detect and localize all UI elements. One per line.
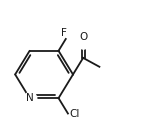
Text: F: F bbox=[61, 28, 67, 38]
Text: N: N bbox=[26, 93, 33, 103]
Text: Cl: Cl bbox=[69, 109, 80, 119]
Text: O: O bbox=[79, 31, 87, 42]
